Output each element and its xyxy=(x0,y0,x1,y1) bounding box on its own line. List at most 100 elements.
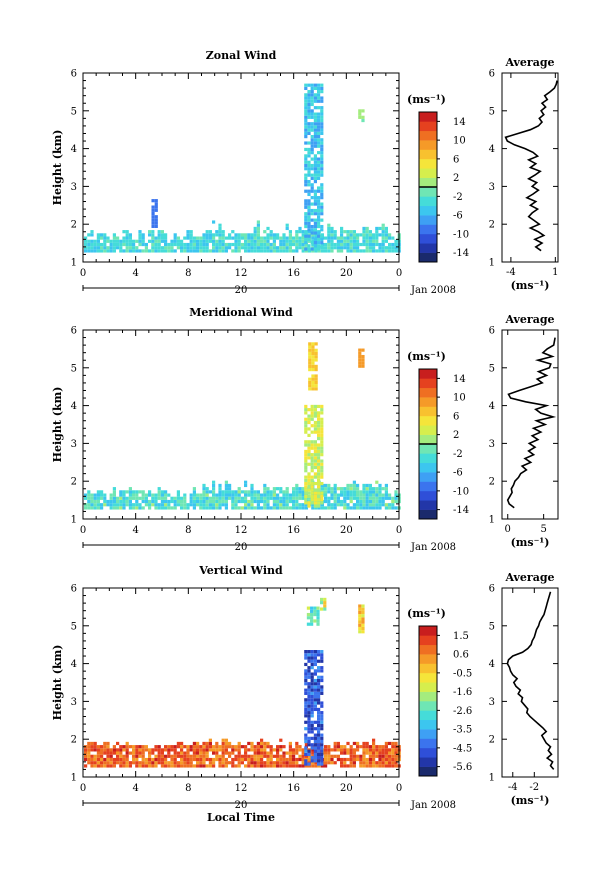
heatmap-cell xyxy=(224,757,228,762)
average-y-tick-label: 5 xyxy=(489,363,495,374)
heatmap-cell xyxy=(109,748,113,752)
heatmap-cell xyxy=(358,614,362,618)
heatmap-cell xyxy=(320,112,324,116)
heatmap-cell xyxy=(330,236,334,240)
heatmap-cell xyxy=(361,610,365,615)
heatmap-cell xyxy=(285,246,289,250)
heatmap-cell xyxy=(317,247,321,251)
heatmap-cell xyxy=(320,494,324,499)
heatmap-cell xyxy=(368,239,372,243)
heatmap-cell xyxy=(84,242,88,247)
heatmap-cell xyxy=(122,506,126,510)
heatmap-cell xyxy=(84,493,88,497)
heatmap-cell xyxy=(151,748,155,752)
heatmap-cell xyxy=(119,757,123,762)
heatmap-cell xyxy=(116,506,120,510)
heatmap-cell xyxy=(372,236,376,240)
heatmap-cell xyxy=(301,242,305,247)
heatmap-cell xyxy=(164,239,168,243)
heatmap-cell xyxy=(317,208,321,213)
heatmap-cell xyxy=(212,757,216,762)
heatmap-cell xyxy=(167,751,171,755)
heatmap-cell xyxy=(256,754,260,758)
heatmap-cell xyxy=(202,233,206,237)
heatmap-cell xyxy=(310,456,314,460)
average-y-tick-label: 4 xyxy=(489,401,495,412)
heatmap-cell xyxy=(288,249,292,253)
heatmap-cell xyxy=(324,754,328,758)
heatmap-cell xyxy=(320,487,324,491)
heatmap-cell xyxy=(330,249,334,253)
heatmap-cell xyxy=(368,483,372,488)
heatmap-cell xyxy=(180,239,184,243)
heatmap-cell xyxy=(263,745,267,749)
heatmap-cell xyxy=(183,745,187,749)
heatmap-cell xyxy=(144,764,148,768)
heatmap-cell xyxy=(250,249,254,253)
heatmap-cell xyxy=(138,249,142,253)
heatmap-cell xyxy=(256,499,260,504)
heatmap-cell xyxy=(260,761,264,765)
heatmap-cell xyxy=(260,751,264,755)
heatmap-cell xyxy=(205,233,209,237)
heatmap-cell xyxy=(186,761,190,765)
heatmap-cell xyxy=(340,757,344,762)
heatmap-cell xyxy=(212,236,216,240)
heatmap-cell xyxy=(320,714,324,718)
heatmap-cell xyxy=(132,249,136,253)
heatmap-cell xyxy=(365,751,369,755)
heatmap-cell xyxy=(183,764,187,768)
heatmap-cell xyxy=(288,757,292,762)
heatmap-cell xyxy=(352,751,356,755)
heatmap-cell xyxy=(90,249,94,253)
heatmap-cell xyxy=(138,745,142,749)
heatmap-cell xyxy=(199,506,203,510)
heatmap-cell xyxy=(138,748,142,752)
heatmap-cell xyxy=(122,236,126,240)
heatmap-cell xyxy=(333,506,337,510)
heatmap-cell xyxy=(106,754,110,758)
heatmap-cell xyxy=(263,239,267,243)
heatmap-cell xyxy=(313,669,317,673)
heatmap-cell xyxy=(282,745,286,749)
heatmap-cell xyxy=(317,653,321,657)
heatmap-cell xyxy=(253,249,257,253)
heatmap-cell xyxy=(378,242,382,247)
heatmap-cell xyxy=(394,754,398,758)
heatmap-cell xyxy=(320,459,324,463)
heatmap-cell xyxy=(310,122,314,126)
heatmap-cell xyxy=(148,506,152,510)
colorbar-tick-label: 6 xyxy=(453,411,459,422)
heatmap-cell xyxy=(381,761,385,765)
heatmap-cell xyxy=(212,503,216,507)
heatmap-cell xyxy=(356,487,360,491)
heatmap-cell xyxy=(307,112,311,116)
heatmap-cell xyxy=(256,230,260,234)
heatmap-cell xyxy=(183,496,187,500)
heatmap-cell xyxy=(304,224,308,229)
heatmap-cell xyxy=(256,506,260,510)
heatmap-cell xyxy=(359,496,363,500)
colorbar-tick-label: -3.5 xyxy=(453,725,472,736)
heatmap-cell xyxy=(164,496,168,500)
heatmap-cell xyxy=(384,230,388,234)
heatmap-cell xyxy=(205,246,209,250)
heatmap-cell xyxy=(160,748,164,752)
heatmap-cell xyxy=(375,487,379,491)
heatmap-cell xyxy=(192,496,196,500)
heatmap-cell xyxy=(304,93,308,97)
heatmap-cell xyxy=(313,609,317,613)
heatmap-cell xyxy=(205,493,209,497)
heatmap-cell xyxy=(304,241,308,245)
heatmap-cell xyxy=(307,691,311,695)
heatmap-cell xyxy=(320,503,324,507)
heatmap-cell xyxy=(320,449,324,454)
heatmap-cell xyxy=(218,503,222,507)
heatmap-cell xyxy=(282,493,286,497)
heatmap-cell xyxy=(253,764,257,768)
heatmap-cell xyxy=(231,236,235,240)
heatmap-cell xyxy=(304,449,308,454)
y-tick-label: 2 xyxy=(71,477,77,488)
heatmap-cell xyxy=(310,756,314,760)
heatmap-cell xyxy=(301,764,305,768)
